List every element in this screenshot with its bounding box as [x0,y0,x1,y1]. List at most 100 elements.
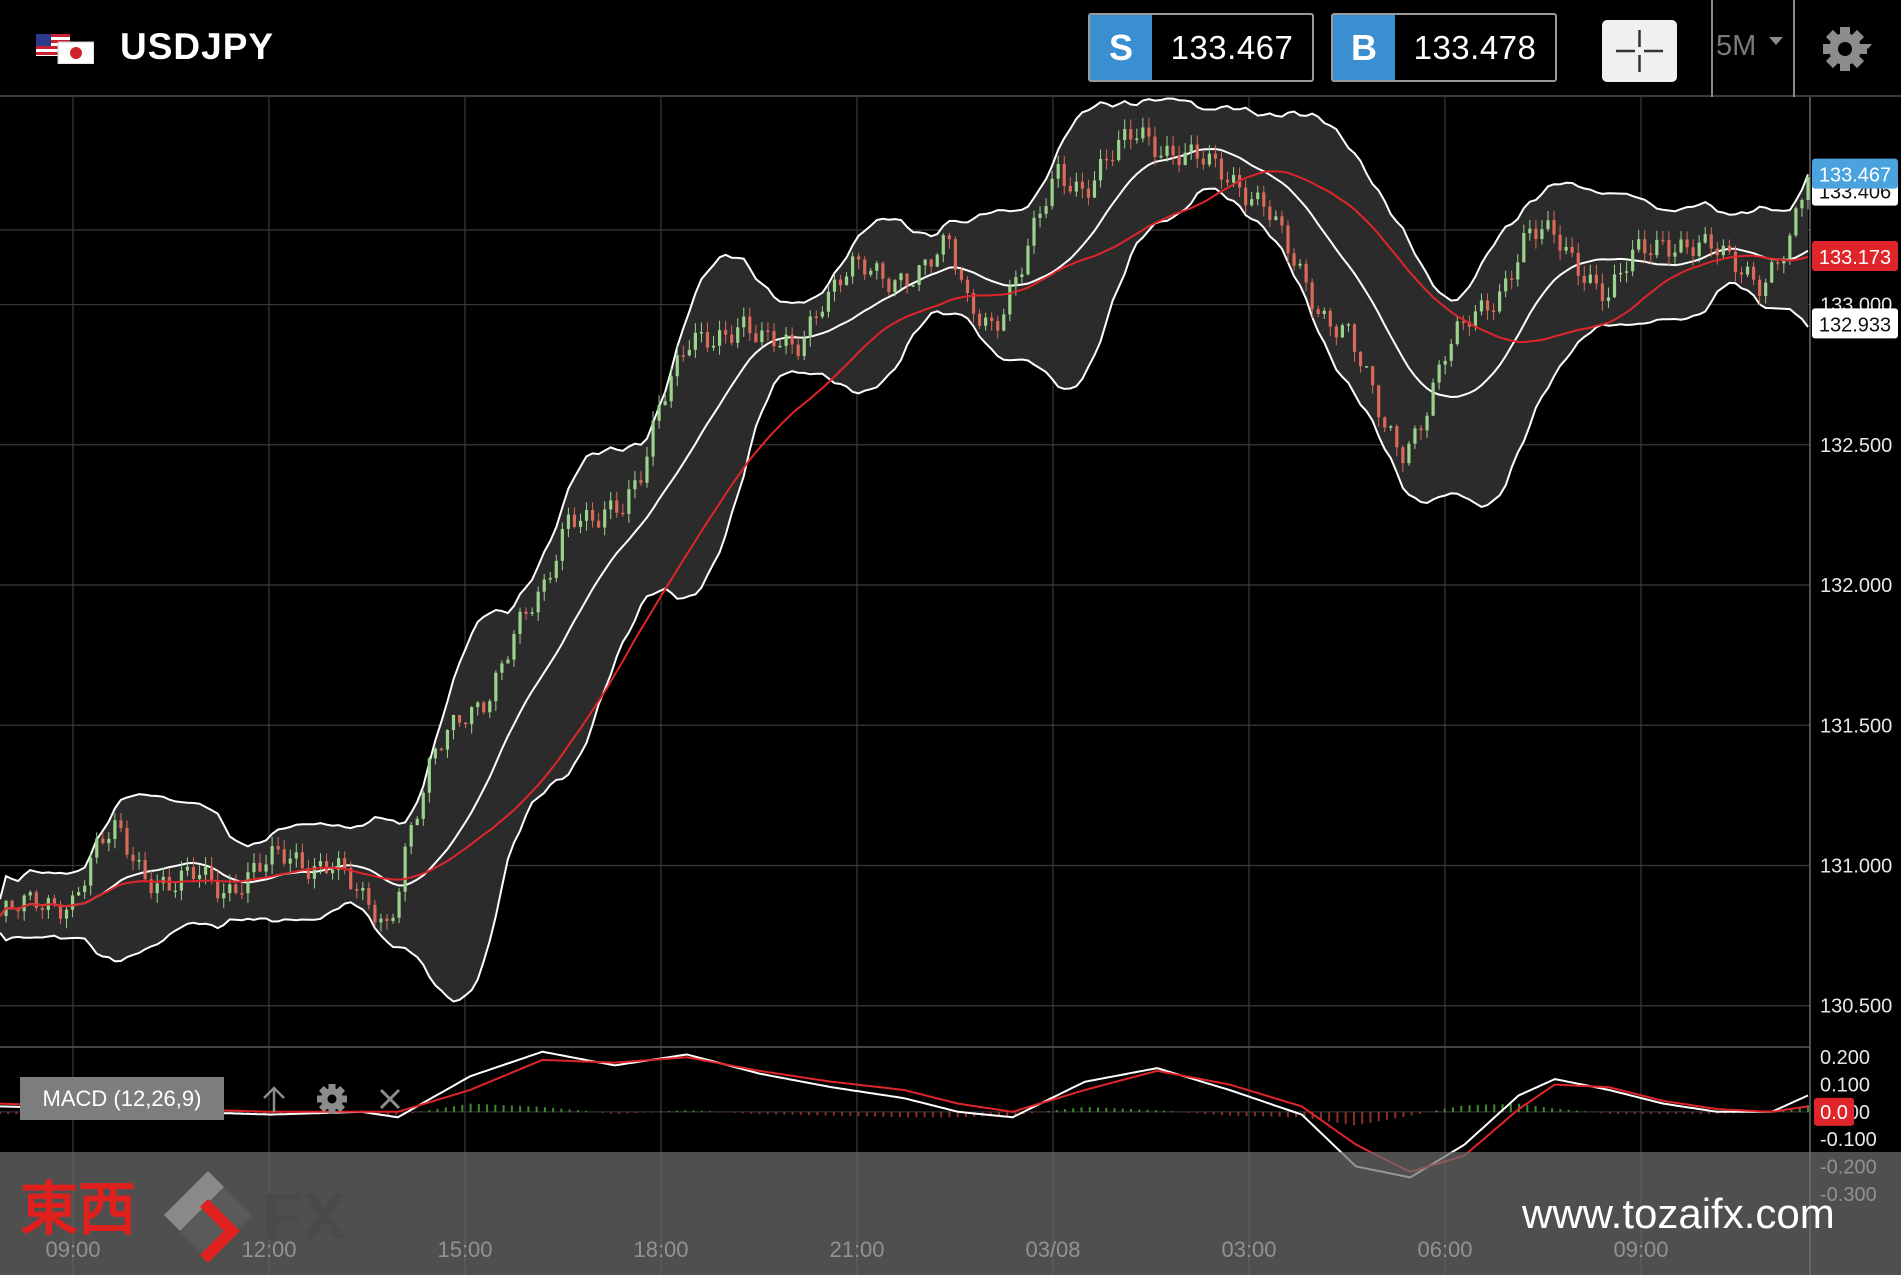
candle-body [1582,275,1586,283]
candle-body [705,332,710,348]
buy-price-button[interactable]: B 133.478 [1331,13,1557,82]
candle-body [500,663,504,673]
candle-body [1292,253,1296,266]
candle-body [1044,206,1048,214]
macd-histogram-bar [436,1108,439,1113]
candle-body [1498,291,1502,312]
macd-histogram-bar [742,1111,745,1114]
arrow-up-icon[interactable] [256,1080,292,1118]
time-tick-label: 06:00 [1417,1237,1472,1262]
candle-body [633,480,637,490]
candle-body [584,509,589,521]
candle-body [246,872,250,894]
candle-body [1207,153,1211,165]
macd-histogram-bar [477,1104,480,1113]
macd-histogram-bar [502,1105,505,1113]
candle-body [536,591,540,613]
candle-body [1576,252,1580,276]
candle-body [1667,239,1671,257]
candle-body [1758,279,1762,296]
candle-body [1558,234,1562,251]
candle-body [1570,246,1574,253]
candle-body [155,883,159,894]
macd-histogram-bar [1542,1107,1545,1113]
gear-icon[interactable] [1817,24,1873,74]
candle-body [506,659,510,664]
price-tick-label: 132.000 [1820,575,1892,597]
candle-body [427,758,431,793]
candle-body [137,860,141,862]
sell-price-button[interactable]: S 133.467 [1088,13,1314,82]
gear-icon[interactable] [314,1080,350,1118]
candle-body [1776,262,1780,264]
candle-body [1425,415,1429,431]
macd-histogram-bar [700,1110,703,1113]
macd-histogram-bar [1311,1111,1314,1119]
candle-body [796,344,800,357]
candle-body [663,401,667,405]
candle-body [838,279,843,286]
macd-histogram-bar [1501,1104,1504,1113]
candle-body [965,279,970,294]
macd-indicator-label[interactable]: MACD (12,26,9) [20,1077,224,1120]
macd-histogram-bar [1707,1111,1710,1114]
macd-histogram-bar [527,1106,530,1113]
candle-body [772,331,776,347]
time-tick-label: 03:00 [1221,1237,1276,1262]
symbol-title[interactable]: USDJPY [120,26,275,67]
candle-body [929,259,933,267]
candle-body [373,904,377,923]
macd-histogram-bar [791,1111,794,1115]
crosshair-button[interactable] [1602,20,1677,82]
candle-body [1250,199,1254,206]
candle-body [113,820,117,839]
macd-histogram-bar [519,1105,522,1113]
timeframe-value: 5M [1716,30,1757,62]
candle-body [464,722,468,725]
candle-body [1213,153,1218,159]
sell-badge: S [1090,15,1152,80]
candle-body [1274,216,1278,221]
candle-body [699,332,704,334]
candle-body [40,908,44,910]
candle-body [379,918,383,923]
macd-histogram-bar [1072,1108,1075,1113]
macd-histogram-bar [1509,1103,1512,1113]
candle-body [996,321,1000,331]
macd-histogram-bar [708,1111,711,1113]
timeframe-selector[interactable]: 5M [1716,30,1784,63]
macd-histogram-bar [1493,1104,1496,1113]
candle-body [1540,229,1544,240]
macd-histogram-bar [717,1111,720,1113]
candle-body [1715,248,1719,256]
macd-histogram-bar [1691,1111,1694,1114]
candle-body [711,345,716,348]
close-icon[interactable] [372,1080,408,1118]
macd-histogram-bar [1055,1110,1058,1113]
candle-body [1782,258,1786,264]
candle-body [1624,271,1629,273]
candle-body [1606,297,1611,302]
candle-body [923,259,927,266]
macd-histogram-bar [692,1110,695,1113]
macd-histogram-bar [940,1111,943,1118]
moving-average [0,170,1809,917]
macd-histogram-bar [634,1111,637,1114]
macd-histogram-bar [1633,1111,1636,1114]
candle-body [439,748,444,751]
candle-body [488,701,492,713]
candle-body [675,355,679,377]
macd-histogram-bar [642,1111,645,1113]
macd-panel [0,1050,1809,1179]
macd-histogram-bar [1674,1111,1677,1114]
macd-histogram-bar [387,1111,390,1115]
macd-histogram-bar [1229,1111,1232,1116]
candle-body [832,279,837,292]
macd-tick-label: 0.200 [1820,1047,1870,1069]
macd-value-tag [1814,1097,1854,1126]
macd-histogram-bar [1567,1109,1570,1113]
macd-histogram-bar [420,1111,423,1113]
macd-histogram-bar [1097,1107,1100,1113]
macd-histogram-bar [964,1111,967,1118]
macd-histogram-bar [1666,1111,1669,1114]
